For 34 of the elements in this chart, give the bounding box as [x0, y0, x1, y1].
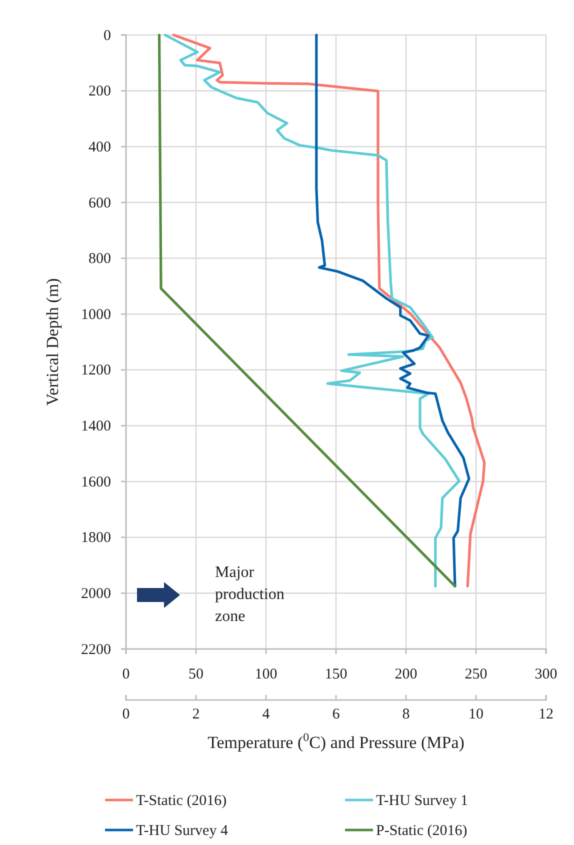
legend-label: T-HU Survey 1	[376, 793, 468, 809]
annotation: Major production zone	[215, 564, 284, 625]
x2-tick-label: 6	[332, 706, 340, 723]
y-axis-title: Vertical Depth (m)	[43, 278, 62, 406]
y-tick-label: 1600	[81, 474, 111, 490]
line-series	[315, 34, 470, 588]
y-tick-label: 400	[88, 139, 111, 156]
legend-label: T-HU Survey 4	[136, 823, 228, 839]
x2-tick-label: 10	[468, 706, 484, 723]
x-tick-label: 50	[188, 666, 204, 683]
y-tick-label: 200	[88, 84, 111, 100]
x-tick-label: 200	[394, 666, 418, 683]
y-tick-label: 2000	[81, 586, 111, 602]
x-tick-label: 100	[254, 666, 278, 683]
legend-label: P-Static (2016)	[376, 823, 468, 839]
x-tick-label: 250	[464, 666, 488, 683]
y-tick-label: 800	[88, 251, 111, 268]
x2-tick-label: 0	[122, 706, 130, 723]
y-tick-label: 1200	[81, 362, 111, 379]
x-tick-label: 300	[534, 666, 558, 683]
x2-tick-label: 4	[262, 706, 270, 723]
y-tick-label: 1000	[81, 306, 111, 323]
y-tick-label: 600	[88, 195, 111, 212]
y-tick-label: 0	[104, 28, 111, 44]
x-tick-label: 150	[324, 666, 348, 683]
x2-tick-label: 12	[538, 706, 554, 723]
y-tick-label: 1800	[81, 530, 111, 546]
y-tick-label: 2200	[81, 642, 111, 658]
x-axis-title: Temperature ($^{0}$C) and Pressure (MPa)	[208, 730, 464, 752]
x-tick-label: 0	[122, 666, 130, 683]
x2-tick-label: 8	[402, 706, 410, 723]
x2-tick-label: 2	[192, 706, 200, 723]
y-tick-label: 1400	[81, 418, 111, 435]
legend-label: T-Static (2016)	[136, 793, 227, 809]
